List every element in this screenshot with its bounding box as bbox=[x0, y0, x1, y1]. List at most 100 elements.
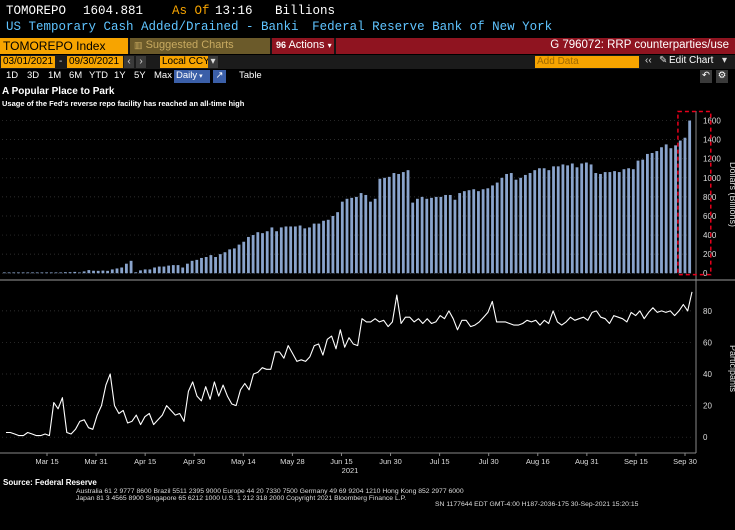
settings-icon[interactable]: ⚙ bbox=[716, 70, 728, 83]
collapse-icon[interactable]: ‹‹ bbox=[645, 55, 652, 66]
bar-y-tick-label: 1200 bbox=[703, 155, 721, 164]
bar bbox=[251, 235, 255, 274]
bar bbox=[646, 153, 649, 274]
period-forward-icon[interactable]: › bbox=[136, 56, 146, 68]
bar bbox=[284, 226, 288, 274]
asof-time: 13:16 bbox=[215, 4, 253, 18]
bar bbox=[237, 244, 241, 274]
bar bbox=[139, 270, 142, 274]
asof-label: As Of bbox=[172, 4, 210, 18]
bar bbox=[82, 271, 86, 274]
actions-menu[interactable]: 96 Actions ▾ bbox=[272, 38, 334, 54]
bar-y-axis-label: Dollars (Billions) bbox=[728, 162, 735, 227]
bar-y-tick-label: 1400 bbox=[703, 136, 721, 145]
bar bbox=[101, 270, 105, 274]
period-ytd[interactable]: YTD bbox=[89, 70, 108, 81]
edit-chart-dropdown-icon[interactable]: ▾ bbox=[722, 55, 728, 66]
bar bbox=[200, 257, 203, 274]
bar bbox=[265, 231, 269, 274]
bar bbox=[73, 271, 77, 274]
period-1m[interactable]: 1M bbox=[48, 70, 62, 81]
chart-icon: ▥ bbox=[134, 40, 143, 50]
bar bbox=[49, 272, 53, 274]
bar bbox=[148, 269, 152, 274]
bar bbox=[552, 166, 555, 274]
bar bbox=[340, 201, 344, 274]
bar bbox=[359, 193, 363, 274]
bar bbox=[674, 145, 677, 274]
bar bbox=[467, 190, 471, 274]
unit-label: Billions bbox=[275, 4, 336, 18]
bar bbox=[486, 188, 490, 274]
bar bbox=[256, 232, 260, 274]
chart-id: G 796072: RRP counterparties/use bbox=[550, 39, 729, 51]
bar bbox=[561, 164, 565, 274]
suggested-charts-button[interactable]: ▥ Suggested Charts bbox=[130, 38, 270, 54]
line-y-tick-label: 40 bbox=[703, 370, 712, 379]
currency-select[interactable]: Local CCY bbox=[160, 56, 210, 68]
bar bbox=[641, 159, 645, 274]
add-data-field[interactable]: Add Data bbox=[535, 56, 639, 68]
line-chart-icon[interactable]: ↗ bbox=[213, 70, 226, 83]
bar bbox=[420, 196, 424, 274]
bar bbox=[613, 171, 616, 274]
bar bbox=[584, 162, 588, 274]
highlight-box bbox=[677, 110, 712, 276]
x-tick-label: Sep 30 bbox=[673, 457, 697, 466]
x-tick-label: Jun 15 bbox=[330, 457, 353, 466]
period-3d[interactable]: 3D bbox=[27, 70, 40, 81]
bar bbox=[303, 228, 307, 274]
end-date-field[interactable]: 09/30/2021 bbox=[67, 56, 123, 68]
bar bbox=[331, 215, 335, 274]
bar bbox=[580, 163, 584, 274]
x-tick-label: Jul 30 bbox=[479, 457, 499, 466]
bar bbox=[566, 165, 570, 274]
source-note: Source: Federal Reserve bbox=[3, 478, 97, 487]
bar bbox=[209, 255, 213, 274]
bar bbox=[688, 120, 692, 274]
chart-name-bar: G 796072: RRP counterparties/use bbox=[336, 38, 735, 54]
undo-icon[interactable]: ↶ bbox=[700, 70, 712, 83]
source-name: Federal Reserve Bank of New York bbox=[312, 20, 553, 34]
participants-line bbox=[6, 291, 693, 437]
bar-y-tick-label: 800 bbox=[703, 193, 717, 202]
bar bbox=[157, 266, 161, 274]
period-5y[interactable]: 5Y bbox=[134, 70, 146, 81]
x-tick-label: Apr 15 bbox=[134, 457, 156, 466]
period-1y[interactable]: 1Y bbox=[114, 70, 126, 81]
bar bbox=[495, 182, 499, 274]
bar bbox=[373, 198, 377, 274]
x-axis-year: 2021 bbox=[342, 466, 359, 473]
period-back-icon[interactable]: ‹ bbox=[124, 56, 134, 68]
bar bbox=[369, 201, 372, 274]
bar bbox=[458, 193, 462, 274]
security-field[interactable]: TOMOREPO Index bbox=[0, 38, 128, 54]
period-1d[interactable]: 1D bbox=[6, 70, 19, 81]
x-tick-label: Jul 15 bbox=[430, 457, 450, 466]
start-date-field[interactable]: 03/01/2021 bbox=[1, 56, 55, 68]
bar bbox=[650, 152, 654, 274]
bar bbox=[63, 272, 67, 274]
ticker-bar: TOMOREPO 1604.881 As Of 13:16 Billions bbox=[0, 4, 735, 20]
bar bbox=[444, 194, 447, 274]
security-description: US Temporary Cash Added/Drained - Banki … bbox=[0, 20, 735, 37]
table-button[interactable]: Table bbox=[239, 70, 262, 81]
bar bbox=[664, 144, 668, 274]
bar bbox=[491, 185, 494, 274]
currency-dropdown-icon[interactable]: ▾ bbox=[208, 56, 218, 68]
bar bbox=[462, 191, 466, 274]
bar bbox=[401, 172, 405, 274]
line-y-tick-label: 20 bbox=[703, 402, 712, 411]
bar bbox=[519, 177, 523, 274]
frequency-select[interactable]: Daily ▾ bbox=[174, 70, 210, 83]
period-max[interactable]: Max bbox=[154, 70, 172, 81]
bar bbox=[622, 169, 626, 274]
period-6m[interactable]: 6M bbox=[69, 70, 83, 81]
ticker-symbol: TOMOREPO bbox=[6, 4, 67, 18]
edit-chart-button[interactable]: Edit Chart bbox=[669, 55, 714, 66]
bar bbox=[397, 173, 401, 274]
bar bbox=[669, 148, 673, 274]
bar bbox=[434, 196, 438, 274]
bar bbox=[106, 270, 110, 274]
